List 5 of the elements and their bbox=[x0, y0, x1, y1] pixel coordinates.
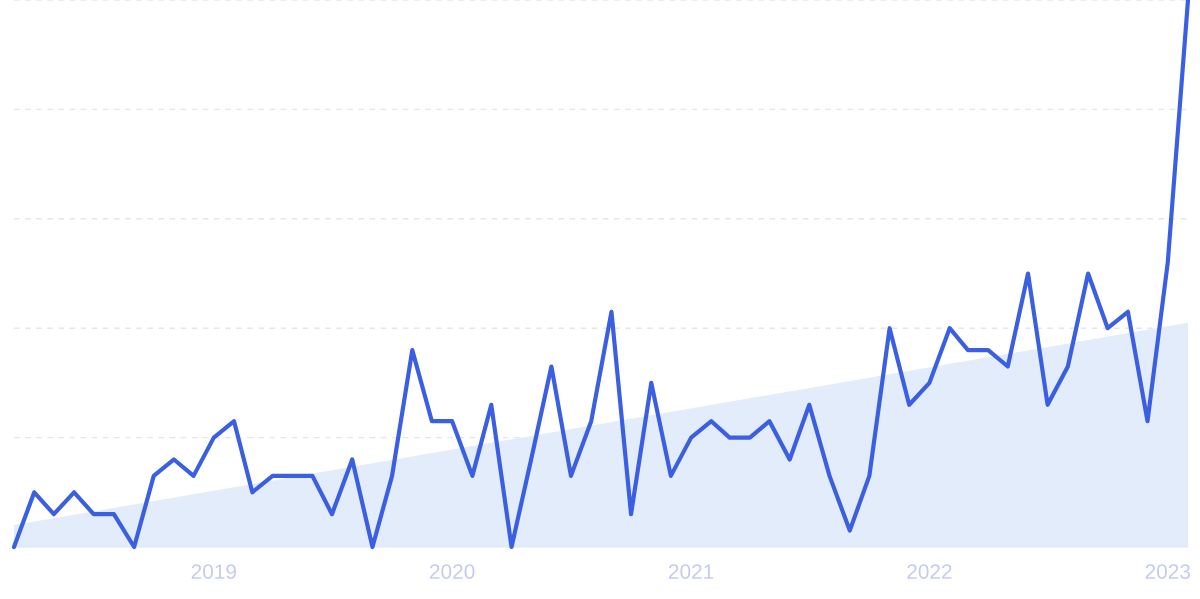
x-tick-label: 2020 bbox=[430, 564, 475, 579]
x-tick-label: 2021 bbox=[668, 564, 714, 579]
x-tick-label: 2019 bbox=[191, 564, 236, 579]
x-tick-label: 2022 bbox=[907, 564, 952, 579]
x-tick-label: 2023 bbox=[1145, 564, 1191, 579]
